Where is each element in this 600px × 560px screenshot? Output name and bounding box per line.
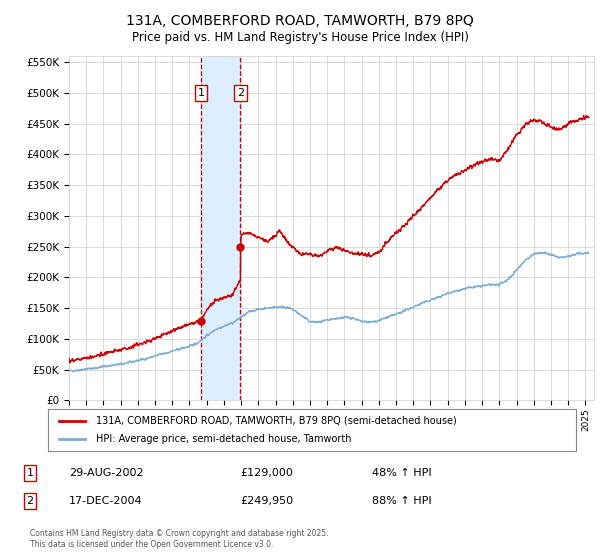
Text: 2: 2 xyxy=(26,496,34,506)
Text: HPI: Average price, semi-detached house, Tamworth: HPI: Average price, semi-detached house,… xyxy=(95,434,351,444)
Text: 131A, COMBERFORD ROAD, TAMWORTH, B79 8PQ (semi-detached house): 131A, COMBERFORD ROAD, TAMWORTH, B79 8PQ… xyxy=(95,416,456,426)
Text: 1: 1 xyxy=(26,468,34,478)
Text: 2: 2 xyxy=(237,88,244,98)
Text: 1: 1 xyxy=(197,88,205,98)
Text: Price paid vs. HM Land Registry's House Price Index (HPI): Price paid vs. HM Land Registry's House … xyxy=(131,31,469,44)
Bar xyxy=(201,56,241,400)
Text: 17-DEC-2004: 17-DEC-2004 xyxy=(69,496,143,506)
Text: £129,000: £129,000 xyxy=(240,468,293,478)
Text: 48% ↑ HPI: 48% ↑ HPI xyxy=(372,468,431,478)
Text: £249,950: £249,950 xyxy=(240,496,293,506)
Text: Contains HM Land Registry data © Crown copyright and database right 2025.
This d: Contains HM Land Registry data © Crown c… xyxy=(30,529,329,549)
Text: 88% ↑ HPI: 88% ↑ HPI xyxy=(372,496,431,506)
Text: 131A, COMBERFORD ROAD, TAMWORTH, B79 8PQ: 131A, COMBERFORD ROAD, TAMWORTH, B79 8PQ xyxy=(126,14,474,28)
Text: 29-AUG-2002: 29-AUG-2002 xyxy=(69,468,143,478)
